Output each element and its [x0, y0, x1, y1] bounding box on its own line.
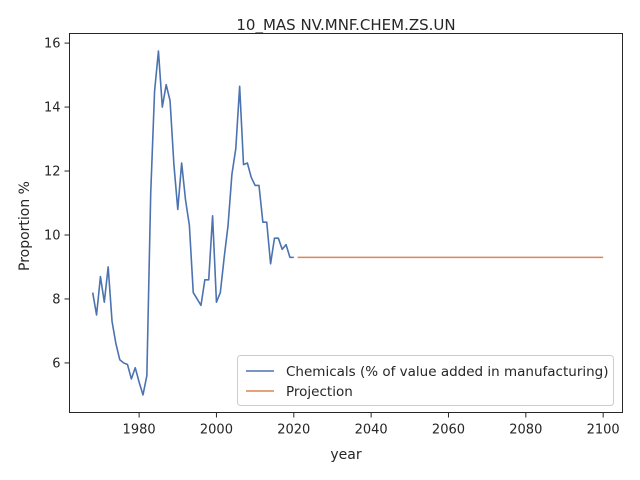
legend-label-chemicals: Chemicals (% of value added in manufactu… — [286, 364, 609, 380]
y-tick-label: 16 — [44, 37, 61, 52]
x-tick-label: 1980 — [123, 423, 156, 438]
x-tick-label: 2060 — [432, 423, 465, 438]
x-tick-label: 2000 — [200, 423, 233, 438]
chart-title: 10_MAS NV.MNF.CHEM.ZS.UN — [236, 16, 455, 35]
series-line-chemicals — [91, 50, 294, 396]
plot-area — [91, 50, 604, 396]
y-tick-label: 10 — [44, 228, 61, 243]
axes-frame — [69, 33, 623, 413]
y-tick-label: 14 — [44, 101, 61, 116]
y-tick-label: 6 — [52, 356, 60, 371]
x-tick-label: 2100 — [587, 423, 620, 438]
x-axis-label: year — [330, 447, 361, 463]
x-tick-label: 2020 — [277, 423, 310, 438]
y-tick-label: 12 — [44, 165, 61, 180]
legend-box — [237, 355, 614, 406]
axis-ticks: 1980 2000 2020 2040 2060 2080 2100 6 8 10 12 14 16 — [44, 37, 620, 438]
x-tick-label: 2080 — [509, 423, 542, 438]
x-tick-label: 2040 — [355, 423, 388, 438]
legend-label-projection: Projection — [286, 384, 353, 400]
y-axis-label: Proportion % — [17, 181, 33, 271]
legend: Chemicals (% of value added in manufactu… — [237, 355, 614, 406]
y-tick-label: 8 — [52, 292, 60, 307]
